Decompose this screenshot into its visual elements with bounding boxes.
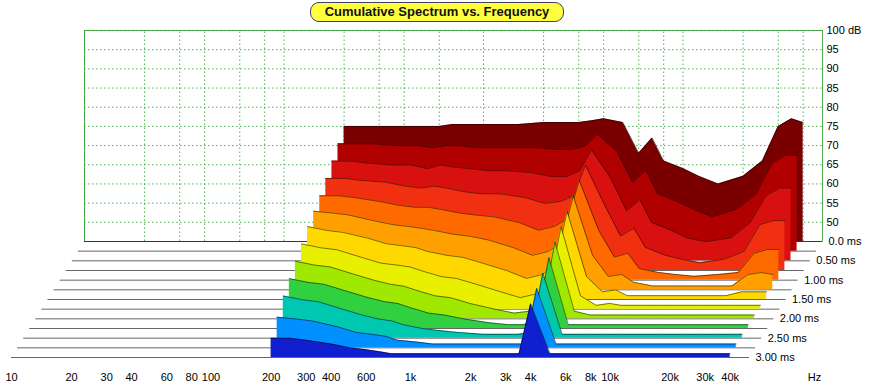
svg-text:40: 40 bbox=[125, 371, 137, 383]
svg-text:Hz: Hz bbox=[808, 371, 821, 383]
svg-text:90: 90 bbox=[827, 62, 839, 74]
svg-text:600: 600 bbox=[357, 371, 375, 383]
svg-text:80: 80 bbox=[186, 371, 198, 383]
svg-text:30k: 30k bbox=[696, 371, 714, 383]
svg-text:300: 300 bbox=[297, 371, 315, 383]
svg-text:2.50 ms: 2.50 ms bbox=[768, 332, 808, 344]
svg-text:0.50 ms: 0.50 ms bbox=[816, 254, 856, 266]
svg-text:3k: 3k bbox=[500, 371, 512, 383]
svg-text:75: 75 bbox=[827, 120, 839, 132]
svg-text:10k: 10k bbox=[601, 371, 619, 383]
svg-text:10: 10 bbox=[5, 371, 17, 383]
svg-text:50: 50 bbox=[827, 216, 839, 228]
svg-text:2k: 2k bbox=[465, 371, 477, 383]
svg-text:200: 200 bbox=[262, 371, 280, 383]
svg-text:30: 30 bbox=[101, 371, 113, 383]
svg-text:6k: 6k bbox=[560, 371, 572, 383]
svg-text:95: 95 bbox=[827, 43, 839, 55]
svg-text:2.00 ms: 2.00 ms bbox=[780, 312, 820, 324]
svg-text:400: 400 bbox=[322, 371, 340, 383]
svg-text:60: 60 bbox=[161, 371, 173, 383]
svg-text:40k: 40k bbox=[721, 371, 739, 383]
svg-text:1.50 ms: 1.50 ms bbox=[792, 293, 832, 305]
svg-text:85: 85 bbox=[827, 82, 839, 94]
svg-text:65: 65 bbox=[827, 158, 839, 170]
html-text:Cumulative Spectrum vs. Freque: Cumulative Spectrum vs. Frequency bbox=[324, 4, 550, 19]
svg-text:20: 20 bbox=[65, 371, 77, 383]
svg-text:1k: 1k bbox=[405, 371, 417, 383]
svg-text:60: 60 bbox=[827, 177, 839, 189]
svg-text:1.00 ms: 1.00 ms bbox=[804, 274, 844, 286]
svg-text:80: 80 bbox=[827, 101, 839, 113]
svg-text:4k: 4k bbox=[525, 371, 537, 383]
svg-text:0.0 ms: 0.0 ms bbox=[829, 235, 863, 247]
svg-text:55: 55 bbox=[827, 197, 839, 209]
svg-text:100: 100 bbox=[202, 371, 220, 383]
svg-text:70: 70 bbox=[827, 139, 839, 151]
svg-text:3.00 ms: 3.00 ms bbox=[756, 351, 796, 363]
svg-text:100 dB: 100 dB bbox=[827, 24, 862, 36]
svg-text:8k: 8k bbox=[585, 371, 597, 383]
svg-text:20k: 20k bbox=[661, 371, 679, 383]
